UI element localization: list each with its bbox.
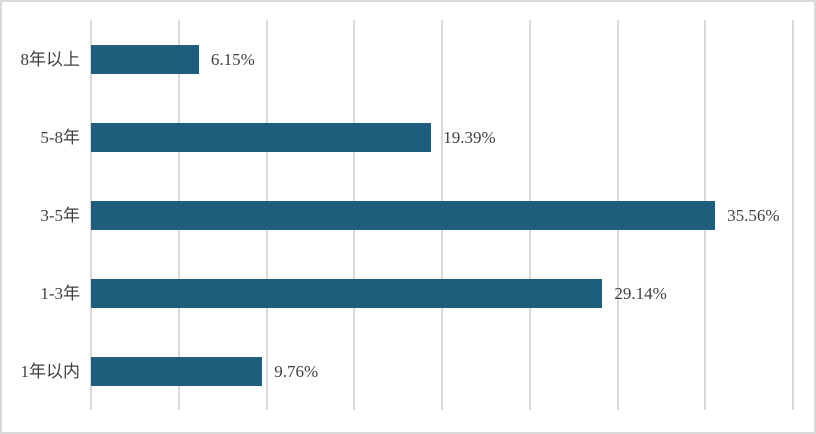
bar-track: 19.39% [91,98,793,176]
bar-track: 29.14% [91,254,793,332]
bar [91,356,263,386]
bar [91,200,716,230]
bar-track: 6.15% [91,20,793,98]
bar-row: 1年以内 9.76% [2,332,793,410]
bar-row: 8年以上 6.15% [2,20,793,98]
category-label: 8年以上 [20,49,81,69]
bar-track: 35.56% [91,176,793,254]
category-label: 1-3年 [40,283,80,303]
value-label: 19.39% [443,127,496,147]
value-label: 29.14% [614,283,667,303]
bar-rows: 8年以上 6.15% 5-8年 19.39% 3-5年 35.56% 1-3年 … [2,20,793,410]
bar-row: 5-8年 19.39% [2,98,793,176]
category-label: 5-8年 [40,127,80,147]
bar-row: 3-5年 35.56% [2,176,793,254]
category-label: 3-5年 [40,205,80,225]
bar-row: 1-3年 29.14% [2,254,793,332]
value-label: 35.56% [727,205,780,225]
value-label: 6.15% [210,49,255,69]
bar [91,44,199,74]
category-label: 1年以内 [20,361,81,381]
gridline [792,20,794,410]
bar [91,278,603,308]
bar [91,122,432,152]
value-label: 9.76% [274,361,319,381]
bar-track: 9.76% [91,332,793,410]
